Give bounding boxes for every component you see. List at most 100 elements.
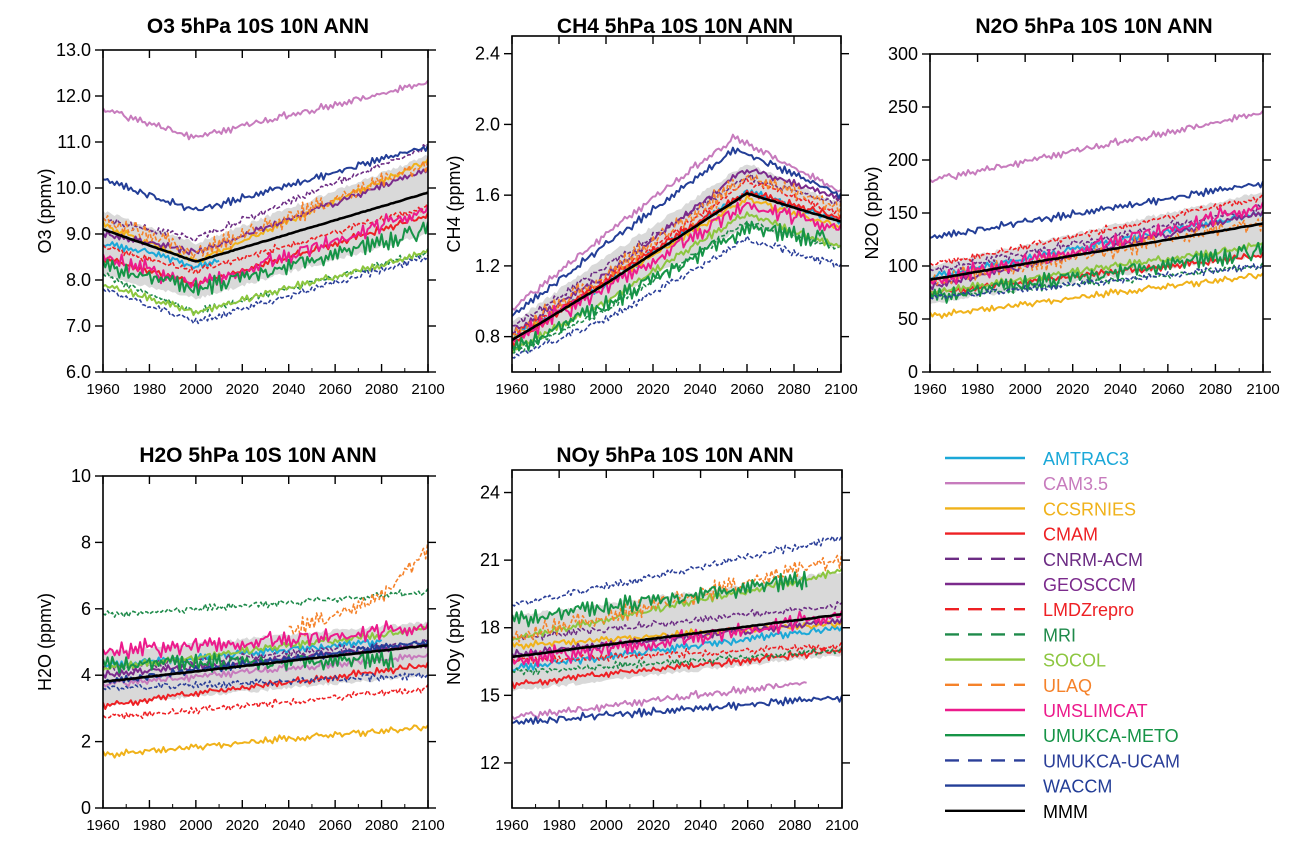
chart-ch4-series-umslimcat xyxy=(512,201,841,343)
legend-label-ccsrnies: CCSRNIES xyxy=(1043,499,1136,519)
chart-h2o-series-umukca-ucam xyxy=(103,671,428,692)
chart-noy-series-cmam xyxy=(512,646,842,690)
chart-o3-series-cmam xyxy=(103,212,428,288)
legend-label-ulaq: ULAQ xyxy=(1043,676,1092,696)
chart-n2o-ylabel: N2O (ppbv) xyxy=(862,166,882,259)
legend-label-mmm: MMM xyxy=(1043,802,1088,822)
chart-noy-ytick-label: 15 xyxy=(480,685,500,705)
chart-o3-series-cam3-5 xyxy=(103,79,428,141)
chart-n2o-ytick-label: 250 xyxy=(888,97,918,117)
chart-h2o-series-ccsrnies xyxy=(103,724,428,759)
chart-o3-series-mri xyxy=(103,248,428,315)
legend-label-geosccm: GEOSCCM xyxy=(1043,575,1136,595)
chart-noy-series-amtrac3 xyxy=(512,625,842,672)
chart-n2o-ytick-label: 200 xyxy=(888,150,918,170)
chart-h2o-series-cnrm-acm xyxy=(103,637,428,671)
chart-o3-ytick-label: 11.0 xyxy=(57,132,91,152)
chart-ch4-xtick-label: 2020 xyxy=(636,381,669,398)
chart-o3-xtick-label: 2080 xyxy=(365,381,398,398)
chart-h2o-xtick-label: 2000 xyxy=(179,817,212,834)
legend-label-umukca-meto: UMUKCA-METO xyxy=(1043,726,1179,746)
chart-n2o-series-lmdzrepro xyxy=(930,192,1263,266)
chart-h2o-xtick-label: 2080 xyxy=(365,817,398,834)
chart-n2o-ytick-label: 300 xyxy=(888,44,918,64)
legend-label-lmdzrepro: LMDZrepro xyxy=(1043,600,1134,620)
chart-h2o-series-umukca-meto xyxy=(103,650,395,674)
chart-ch4-xtick-label: 2000 xyxy=(589,381,622,398)
chart-o3-xtick-label: 2040 xyxy=(272,381,305,398)
chart-noy-series-mmm xyxy=(512,612,842,659)
chart-n2o-spread-band xyxy=(930,192,1263,305)
chart-h2o-ytick-label: 2 xyxy=(81,732,91,752)
chart-n2o-series-ulaq xyxy=(930,214,1263,286)
chart-ch4-series-ulaq xyxy=(512,174,841,338)
chart-noy-series-cnrm-acm xyxy=(512,600,842,642)
chart-h2o-series-mri xyxy=(103,587,428,618)
chart-h2o-xtick-label: 2020 xyxy=(226,817,259,834)
chart-noy-ytick-label: 21 xyxy=(480,550,500,570)
chart-noy-xtick-label: 2080 xyxy=(778,817,811,834)
chart-n2o-xtick-label: 2060 xyxy=(1151,381,1184,398)
legend-item-mmm: MMM xyxy=(945,802,1088,822)
chart-o3-ytick-label: 12.0 xyxy=(56,86,91,106)
legend-item-waccm: WACCM xyxy=(945,777,1112,797)
chart-o3-ytick-label: 13.0 xyxy=(56,40,91,60)
legend-item-ulaq: ULAQ xyxy=(945,676,1092,696)
chart-o3-ytick-label: 6.0 xyxy=(66,362,91,382)
legend-label-socol: SOCOL xyxy=(1043,651,1106,671)
legend-item-geosccm: GEOSCCM xyxy=(945,575,1136,595)
chart-o3-xtick-label: 2020 xyxy=(226,381,259,398)
chart-ch4-ytick-label: 1.6 xyxy=(475,185,500,205)
legend-label-cam3-5: CAM3.5 xyxy=(1043,474,1108,494)
chart-n2o-xtick-label: 2100 xyxy=(1246,381,1279,398)
chart-noy-series-umukca-meto xyxy=(512,570,808,628)
chart-o3-ytick-label: 7.0 xyxy=(66,316,91,336)
chart-ch4-panel: CH4 5hPa 10S 10N ANN CH4 (ppmv) 1960 1980 20… xyxy=(444,15,858,398)
chart-noy-xtick-label: 2100 xyxy=(825,817,858,834)
chart-noy-panel: NOy 5hPa 10S 10N ANN NOy (ppbv) 1960 1980 20… xyxy=(444,444,859,834)
chart-o3-title: O3 5hPa 10S 10N ANN xyxy=(147,15,369,38)
chart-noy-ytick-label: 24 xyxy=(480,483,500,503)
legend-item-cmam: CMAM xyxy=(945,525,1098,545)
chart-o3-series-umukca-meto xyxy=(103,221,428,296)
chart-noy-ytick-label: 18 xyxy=(480,618,500,638)
chart-h2o-xtick-label: 2060 xyxy=(318,817,351,834)
chart-h2o-ylabel: H2O (ppmv) xyxy=(35,593,55,691)
chart-n2o-xtick-label: 1980 xyxy=(961,381,994,398)
chart-ch4-xtick-label: 2100 xyxy=(824,381,857,398)
chart-h2o-xtick-label: 1980 xyxy=(133,817,166,834)
chart-h2o-ytick-label: 6 xyxy=(81,599,91,619)
chart-ch4-xtick-label: 2060 xyxy=(730,381,763,398)
chart-o3-series-umslimcat xyxy=(103,204,428,292)
chart-noy-series-umukca-ucam xyxy=(512,535,842,607)
chart-ch4-plot-area xyxy=(512,133,841,359)
chart-ch4-series-lmdzrepro xyxy=(512,178,841,336)
chart-n2o-title: N2O 5hPa 10S 10N ANN xyxy=(975,15,1212,38)
chart-o3-series-amtrac3 xyxy=(103,241,220,270)
chart-o3-series-umukca-ucam xyxy=(103,255,428,325)
legend-item-ccsrnies: CCSRNIES xyxy=(945,499,1136,519)
chart-o3-series-waccm xyxy=(103,144,428,212)
chart-n2o-ytick-label: 50 xyxy=(898,309,918,329)
chart-h2o-ytick-label: 10 xyxy=(71,466,91,486)
chart-n2o-series-umukca-meto xyxy=(930,241,1263,304)
chart-h2o-series-umslimcat xyxy=(103,620,428,660)
chart-ch4-xtick-label: 1960 xyxy=(495,381,528,398)
chart-n2o-ytick-label: 0 xyxy=(908,362,918,382)
chart-n2o-series-mmm xyxy=(930,222,1263,281)
legend-item-lmdzrepro: LMDZrepro xyxy=(945,600,1134,620)
chart-h2o-plot-area xyxy=(103,539,428,759)
chart-noy-title: NOy 5hPa 10S 10N ANN xyxy=(556,444,793,467)
chart-n2o-panel: N2O 5hPa 10S 10N ANN N2O (ppbv) 1960 1980 20… xyxy=(862,15,1280,398)
chart-ch4-series-umukca-ucam xyxy=(512,235,841,359)
chart-h2o-xtick-label: 2100 xyxy=(411,817,444,834)
chart-ch4-xtick-label: 1980 xyxy=(542,381,575,398)
chart-n2o-xtick-label: 1960 xyxy=(913,381,946,398)
legend-item-umslimcat: UMSLIMCAT xyxy=(945,701,1148,721)
chart-o3-series-mmm xyxy=(103,191,428,263)
chart-noy-xtick-label: 2040 xyxy=(684,817,717,834)
chart-o3-xtick-label: 1960 xyxy=(86,381,119,398)
chart-o3-ytick-label: 8.0 xyxy=(66,270,91,290)
chart-n2o-series-waccm xyxy=(930,180,1263,239)
